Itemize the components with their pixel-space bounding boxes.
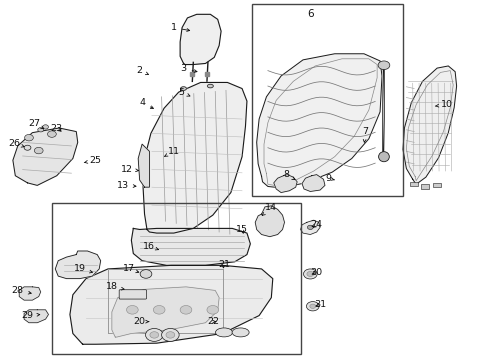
Text: 11: 11 bbox=[164, 147, 180, 156]
Polygon shape bbox=[138, 144, 149, 187]
Circle shape bbox=[145, 328, 163, 341]
Circle shape bbox=[42, 125, 48, 129]
Circle shape bbox=[140, 270, 152, 278]
Text: 19: 19 bbox=[74, 265, 92, 274]
Polygon shape bbox=[300, 220, 320, 234]
Text: 5: 5 bbox=[178, 87, 189, 96]
Text: 22: 22 bbox=[206, 317, 218, 326]
Text: 27: 27 bbox=[28, 119, 43, 129]
Polygon shape bbox=[24, 310, 48, 323]
Polygon shape bbox=[273, 175, 297, 193]
Ellipse shape bbox=[207, 84, 213, 88]
Text: 21: 21 bbox=[218, 260, 229, 269]
Polygon shape bbox=[302, 175, 325, 192]
Text: 1: 1 bbox=[170, 23, 189, 32]
Polygon shape bbox=[112, 287, 219, 337]
Circle shape bbox=[24, 134, 33, 141]
Circle shape bbox=[306, 302, 319, 311]
Text: 25: 25 bbox=[84, 156, 102, 165]
Circle shape bbox=[161, 328, 179, 341]
Polygon shape bbox=[180, 14, 221, 64]
Text: 10: 10 bbox=[434, 100, 452, 109]
Text: 2: 2 bbox=[136, 66, 148, 75]
Circle shape bbox=[206, 306, 218, 314]
Polygon shape bbox=[70, 265, 272, 344]
Polygon shape bbox=[55, 251, 101, 279]
Circle shape bbox=[377, 61, 389, 69]
Text: 23: 23 bbox=[51, 123, 62, 132]
Circle shape bbox=[180, 306, 191, 314]
Bar bbox=[409, 182, 417, 186]
Text: 3: 3 bbox=[180, 64, 197, 73]
Polygon shape bbox=[13, 128, 78, 185]
Text: 7: 7 bbox=[362, 127, 367, 142]
Text: 16: 16 bbox=[143, 242, 158, 251]
Polygon shape bbox=[255, 206, 284, 237]
Polygon shape bbox=[256, 54, 381, 188]
Polygon shape bbox=[143, 82, 246, 233]
Text: 4: 4 bbox=[139, 98, 153, 108]
Circle shape bbox=[303, 269, 317, 279]
Ellipse shape bbox=[180, 87, 186, 90]
Polygon shape bbox=[131, 228, 250, 265]
FancyBboxPatch shape bbox=[119, 290, 146, 299]
Bar bbox=[432, 183, 440, 187]
Circle shape bbox=[306, 271, 313, 276]
Bar bbox=[420, 184, 428, 189]
Circle shape bbox=[309, 304, 315, 309]
Circle shape bbox=[153, 306, 164, 314]
Circle shape bbox=[150, 332, 158, 338]
Text: 6: 6 bbox=[306, 9, 313, 19]
Bar bbox=[190, 72, 194, 76]
Text: 13: 13 bbox=[116, 181, 136, 190]
Polygon shape bbox=[402, 66, 456, 184]
Bar bbox=[204, 72, 208, 76]
Ellipse shape bbox=[232, 328, 248, 337]
Text: 31: 31 bbox=[313, 300, 325, 309]
Text: 20: 20 bbox=[133, 317, 148, 326]
Text: 14: 14 bbox=[262, 203, 277, 215]
Ellipse shape bbox=[215, 328, 232, 337]
Text: 24: 24 bbox=[310, 220, 322, 229]
Circle shape bbox=[24, 145, 31, 150]
Text: 26: 26 bbox=[8, 139, 24, 148]
Circle shape bbox=[38, 128, 43, 132]
Text: 28: 28 bbox=[12, 286, 31, 295]
Circle shape bbox=[126, 306, 138, 314]
Polygon shape bbox=[19, 287, 41, 300]
Text: 15: 15 bbox=[236, 225, 247, 234]
Text: 17: 17 bbox=[122, 265, 139, 274]
Text: 12: 12 bbox=[120, 165, 138, 174]
Ellipse shape bbox=[378, 152, 388, 162]
Circle shape bbox=[47, 131, 56, 137]
Bar bbox=[52, 203, 300, 354]
Text: 9: 9 bbox=[325, 174, 334, 183]
Text: 29: 29 bbox=[21, 311, 40, 320]
Text: 8: 8 bbox=[283, 170, 294, 180]
Text: 18: 18 bbox=[106, 282, 124, 291]
Text: 30: 30 bbox=[310, 268, 322, 277]
Bar bbox=[251, 4, 402, 196]
Circle shape bbox=[307, 225, 313, 229]
Circle shape bbox=[34, 147, 43, 154]
Circle shape bbox=[165, 332, 174, 338]
